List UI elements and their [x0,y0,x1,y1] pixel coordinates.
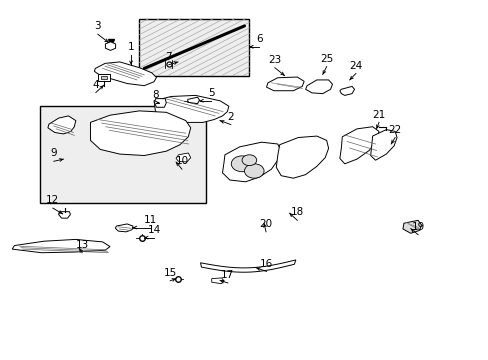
Polygon shape [339,127,378,164]
Polygon shape [176,153,190,162]
Text: 12: 12 [46,195,60,205]
Polygon shape [266,77,304,91]
Text: 7: 7 [165,52,172,62]
Text: 22: 22 [387,125,401,135]
Circle shape [242,155,256,166]
Polygon shape [402,220,421,233]
Bar [139,19,249,76]
Polygon shape [154,95,228,122]
Polygon shape [276,136,328,178]
Polygon shape [154,99,166,107]
Polygon shape [101,76,107,79]
Text: 16: 16 [259,258,273,269]
Polygon shape [115,224,133,232]
Text: 6: 6 [255,34,262,44]
Circle shape [244,164,264,178]
Text: 25: 25 [319,54,333,64]
Polygon shape [59,212,70,218]
Text: 17: 17 [221,270,234,280]
Polygon shape [200,260,295,272]
Bar [40,106,206,203]
Polygon shape [12,239,110,253]
Polygon shape [305,80,332,94]
Text: 3: 3 [94,21,101,31]
Polygon shape [48,116,76,134]
Polygon shape [211,278,224,284]
Text: 21: 21 [371,109,385,120]
Polygon shape [98,74,110,81]
Text: 24: 24 [348,60,362,71]
Circle shape [231,156,252,172]
Polygon shape [105,42,115,50]
Polygon shape [222,142,281,182]
Polygon shape [187,97,199,104]
Text: 11: 11 [143,215,157,225]
Text: 20: 20 [259,219,272,229]
Text: 15: 15 [163,268,177,278]
Text: 5: 5 [207,88,214,98]
Text: 1: 1 [127,42,134,52]
Text: 4: 4 [92,80,99,90]
Text: 10: 10 [175,156,188,166]
Text: 14: 14 [147,225,161,235]
Polygon shape [90,111,190,156]
Polygon shape [339,86,354,95]
Text: 8: 8 [152,90,159,100]
Text: 19: 19 [410,222,424,232]
Text: 9: 9 [50,148,57,158]
Polygon shape [94,62,156,86]
Text: 13: 13 [75,240,89,250]
Text: 23: 23 [267,55,281,65]
Text: 2: 2 [227,112,234,122]
Polygon shape [370,130,396,160]
Text: 18: 18 [290,207,304,217]
